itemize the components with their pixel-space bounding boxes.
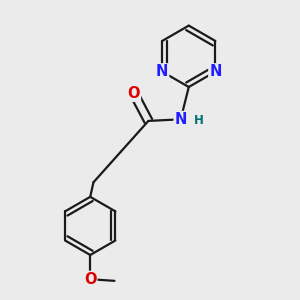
Text: N: N	[209, 64, 221, 79]
Text: O: O	[84, 272, 97, 287]
Text: N: N	[156, 64, 168, 79]
Text: O: O	[128, 86, 140, 101]
Text: H: H	[194, 114, 203, 128]
Text: N: N	[175, 112, 187, 127]
